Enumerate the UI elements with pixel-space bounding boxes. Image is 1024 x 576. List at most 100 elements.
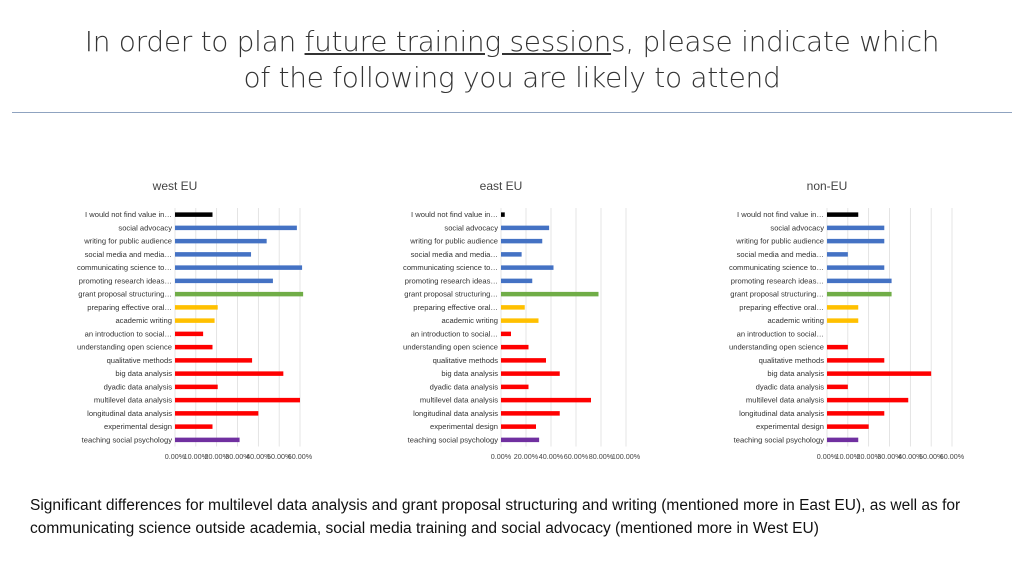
category-label: teaching social psychology <box>734 435 825 444</box>
bar <box>827 238 885 244</box>
bar-chart: 0.00% 20.00% 40.00% 60.00% 80.00%100.00% I wo… <box>403 208 641 461</box>
bar <box>175 212 213 217</box>
bar <box>827 371 932 376</box>
bar <box>827 212 859 217</box>
footnote: Significant differences for multilevel d… <box>30 497 961 537</box>
category-label: experimental design <box>104 422 172 431</box>
bar <box>501 331 511 337</box>
bar-chart: 0.00%10.00%20.00%30.00%40.00%50.00%60.00… <box>77 208 313 461</box>
x-tick-label: 40.00% <box>539 452 564 461</box>
category-label: social media and media… <box>737 250 824 259</box>
category-label: multilevel data analysis <box>420 396 498 405</box>
bar <box>175 358 253 363</box>
category-label: I would not find value in… <box>85 210 172 219</box>
x-tick-label: 20.00% <box>204 452 229 461</box>
category-label: understanding open science <box>403 343 498 352</box>
chart-panel-west-eu: west EU 0.00% 10.00% 20.00% 30.00% 40.00% 50.… <box>25 175 325 465</box>
x-tick-label: 40.00% <box>246 452 271 461</box>
category-label: big data analysis <box>115 369 172 378</box>
category-label: longitudinal data analysis <box>87 409 172 418</box>
chart-title: east EU <box>479 179 523 193</box>
bar <box>501 305 525 310</box>
category-label: promoting research ideas… <box>79 276 172 285</box>
bar <box>501 344 529 350</box>
bar <box>175 305 218 310</box>
category-label: preparing effective oral… <box>87 303 172 312</box>
bar <box>175 424 213 429</box>
bar <box>827 265 885 270</box>
x-tick-label: 0.00% <box>491 452 512 461</box>
bar <box>827 318 859 323</box>
bar <box>501 291 599 297</box>
bar <box>501 212 505 217</box>
bar <box>501 358 546 363</box>
bar <box>501 225 550 231</box>
category-label: I would not find value in… <box>737 210 824 219</box>
bar <box>175 252 252 257</box>
bar-chart: 0.00%10.00%20.00%30.00%40.00%50.00%60.00… <box>729 208 965 461</box>
category-label: writing for public audience <box>735 237 824 246</box>
bar <box>175 291 304 297</box>
chart-panel-east-eu: east EU 0.00% 20.00% 40.00% 60.00% 80.00% 100… <box>351 175 651 465</box>
bar <box>175 278 273 284</box>
chart-title: west EU <box>152 179 198 193</box>
x-tick-label: 50.00% <box>919 452 944 461</box>
bar <box>501 384 529 390</box>
category-label: big data analysis <box>767 369 824 378</box>
category-label: grant proposal structuring… <box>404 290 498 299</box>
bar <box>827 291 892 297</box>
category-label: teaching social psychology <box>408 435 499 444</box>
x-tick-label: 60.00% <box>288 452 313 461</box>
x-tick-label: 0.00% <box>817 452 838 461</box>
category-label: promoting research ideas… <box>731 276 824 285</box>
bar <box>827 225 885 231</box>
category-label: social media and media… <box>85 250 172 259</box>
x-tick-label: 10.00% <box>836 452 861 461</box>
x-tick-label: 100.00% <box>612 452 641 461</box>
category-label: social advocacy <box>770 223 824 232</box>
bar <box>501 424 536 429</box>
category-label: dyadic data analysis <box>104 382 173 391</box>
bar <box>501 238 543 244</box>
category-label: academic writing <box>441 316 498 325</box>
bar <box>501 371 560 376</box>
category-label: social media and media… <box>411 250 498 259</box>
bar <box>827 424 869 429</box>
bar <box>501 437 540 443</box>
bar <box>175 225 297 231</box>
category-label: communicating science to… <box>729 263 824 272</box>
x-tick-label: 50.00% <box>267 452 292 461</box>
bar <box>827 278 892 284</box>
category-label: an introduction to social… <box>85 329 172 338</box>
category-label: I would not find value in… <box>411 210 498 219</box>
bar <box>175 344 213 350</box>
bar <box>175 437 240 443</box>
x-tick-label: 30.00% <box>225 452 250 461</box>
category-label: experimental design <box>430 422 498 431</box>
category-label: qualitative methods <box>433 356 499 365</box>
category-label: preparing effective oral… <box>413 303 498 312</box>
category-label: communicating science to… <box>403 263 498 272</box>
category-label: teaching social psychology <box>82 435 173 444</box>
category-label: multilevel data analysis <box>746 396 824 405</box>
category-label: experimental design <box>756 422 824 431</box>
page-title: In order to plan future training session… <box>40 24 984 96</box>
title-part2: s, please indicate which <box>611 25 940 58</box>
bar <box>175 238 267 244</box>
bar <box>175 411 259 416</box>
x-tick-label: 20.00% <box>856 452 881 461</box>
bar <box>827 344 848 350</box>
category-label: longitudinal data analysis <box>739 409 824 418</box>
category-label: multilevel data analysis <box>94 396 172 405</box>
category-label: big data analysis <box>441 369 498 378</box>
x-tick-label: 30.00% <box>877 452 902 461</box>
bar <box>175 371 284 376</box>
bar <box>175 331 204 337</box>
bar <box>501 278 533 284</box>
bar <box>501 318 539 323</box>
category-label: dyadic data analysis <box>756 382 825 391</box>
title-divider <box>12 112 1012 113</box>
bar <box>827 252 848 257</box>
category-label: social advocacy <box>118 223 172 232</box>
x-tick-label: 60.00% <box>564 452 589 461</box>
